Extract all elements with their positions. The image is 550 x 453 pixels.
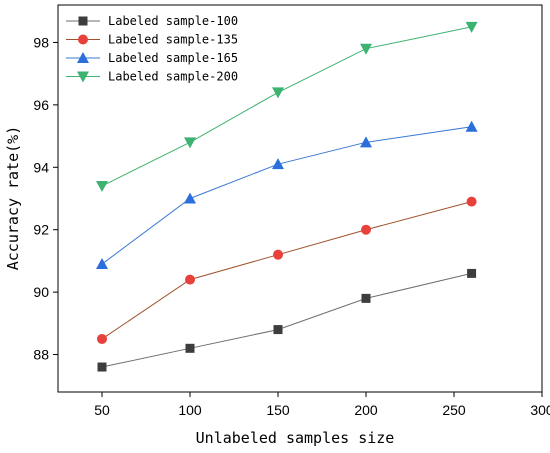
x-tick-label: 150: [266, 402, 290, 418]
data-point: [467, 268, 477, 278]
data-point: [465, 120, 478, 132]
legend-label: Labeled sample-165: [108, 51, 238, 65]
data-point: [361, 224, 371, 235]
data-point: [360, 43, 372, 55]
x-tick-label: 50: [94, 402, 110, 418]
data-point: [185, 343, 195, 353]
legend-label: Labeled sample-200: [108, 70, 238, 84]
data-point: [361, 293, 371, 303]
series-1: [97, 268, 477, 372]
series-4: [96, 21, 478, 193]
legend-item: Labeled sample-165: [66, 51, 238, 65]
y-axis-title: Accuracy rate(%): [4, 126, 22, 271]
legend-item: Labeled sample-135: [66, 33, 238, 47]
series-2: [97, 196, 477, 344]
x-tick-label: 100: [178, 402, 202, 418]
data-point: [184, 192, 196, 204]
legend-marker: [77, 71, 89, 83]
x-tick-label: 200: [354, 402, 378, 418]
plot-frame: [57, 4, 543, 393]
data-point: [273, 325, 283, 335]
x-tick-label: 250: [442, 402, 466, 418]
legend-item: Labeled sample-200: [66, 70, 238, 84]
legend-marker: [77, 52, 89, 63]
data-point: [185, 274, 195, 285]
series-layer: [96, 21, 478, 372]
series-3: [96, 120, 478, 270]
y-tick-label: 90: [33, 284, 49, 300]
y-tick-label: 88: [33, 347, 49, 363]
data-point: [465, 21, 478, 33]
series-line: [101, 272, 472, 368]
data-point: [184, 137, 196, 149]
y-tick-label: 98: [33, 34, 49, 50]
legend-marker: [78, 16, 88, 26]
axes: 50 100 150 200 250 300 88 90 92 94 96 98: [33, 34, 550, 418]
legend: Labeled sample-100 Labeled sample-135 Labe…: [66, 14, 238, 84]
data-point: [97, 333, 107, 344]
data-point: [360, 136, 372, 148]
series-line: [101, 126, 472, 265]
legend-label: Labeled sample-135: [108, 33, 238, 47]
x-axis-title: Unlabeled samples size: [196, 429, 395, 447]
data-point: [466, 196, 477, 207]
y-tick-label: 96: [33, 97, 49, 113]
data-point: [97, 362, 107, 372]
legend-marker: [78, 34, 88, 45]
data-point: [96, 181, 108, 193]
data-point: [272, 87, 284, 99]
legend-item: Labeled sample-100: [66, 14, 238, 28]
legend-label: Labeled sample-100: [108, 14, 238, 28]
data-point: [96, 258, 108, 270]
y-tick-label: 92: [33, 222, 49, 238]
x-tick-label: 300: [530, 402, 550, 418]
data-point: [272, 158, 284, 170]
data-point: [273, 249, 283, 260]
y-tick-label: 94: [33, 159, 49, 175]
